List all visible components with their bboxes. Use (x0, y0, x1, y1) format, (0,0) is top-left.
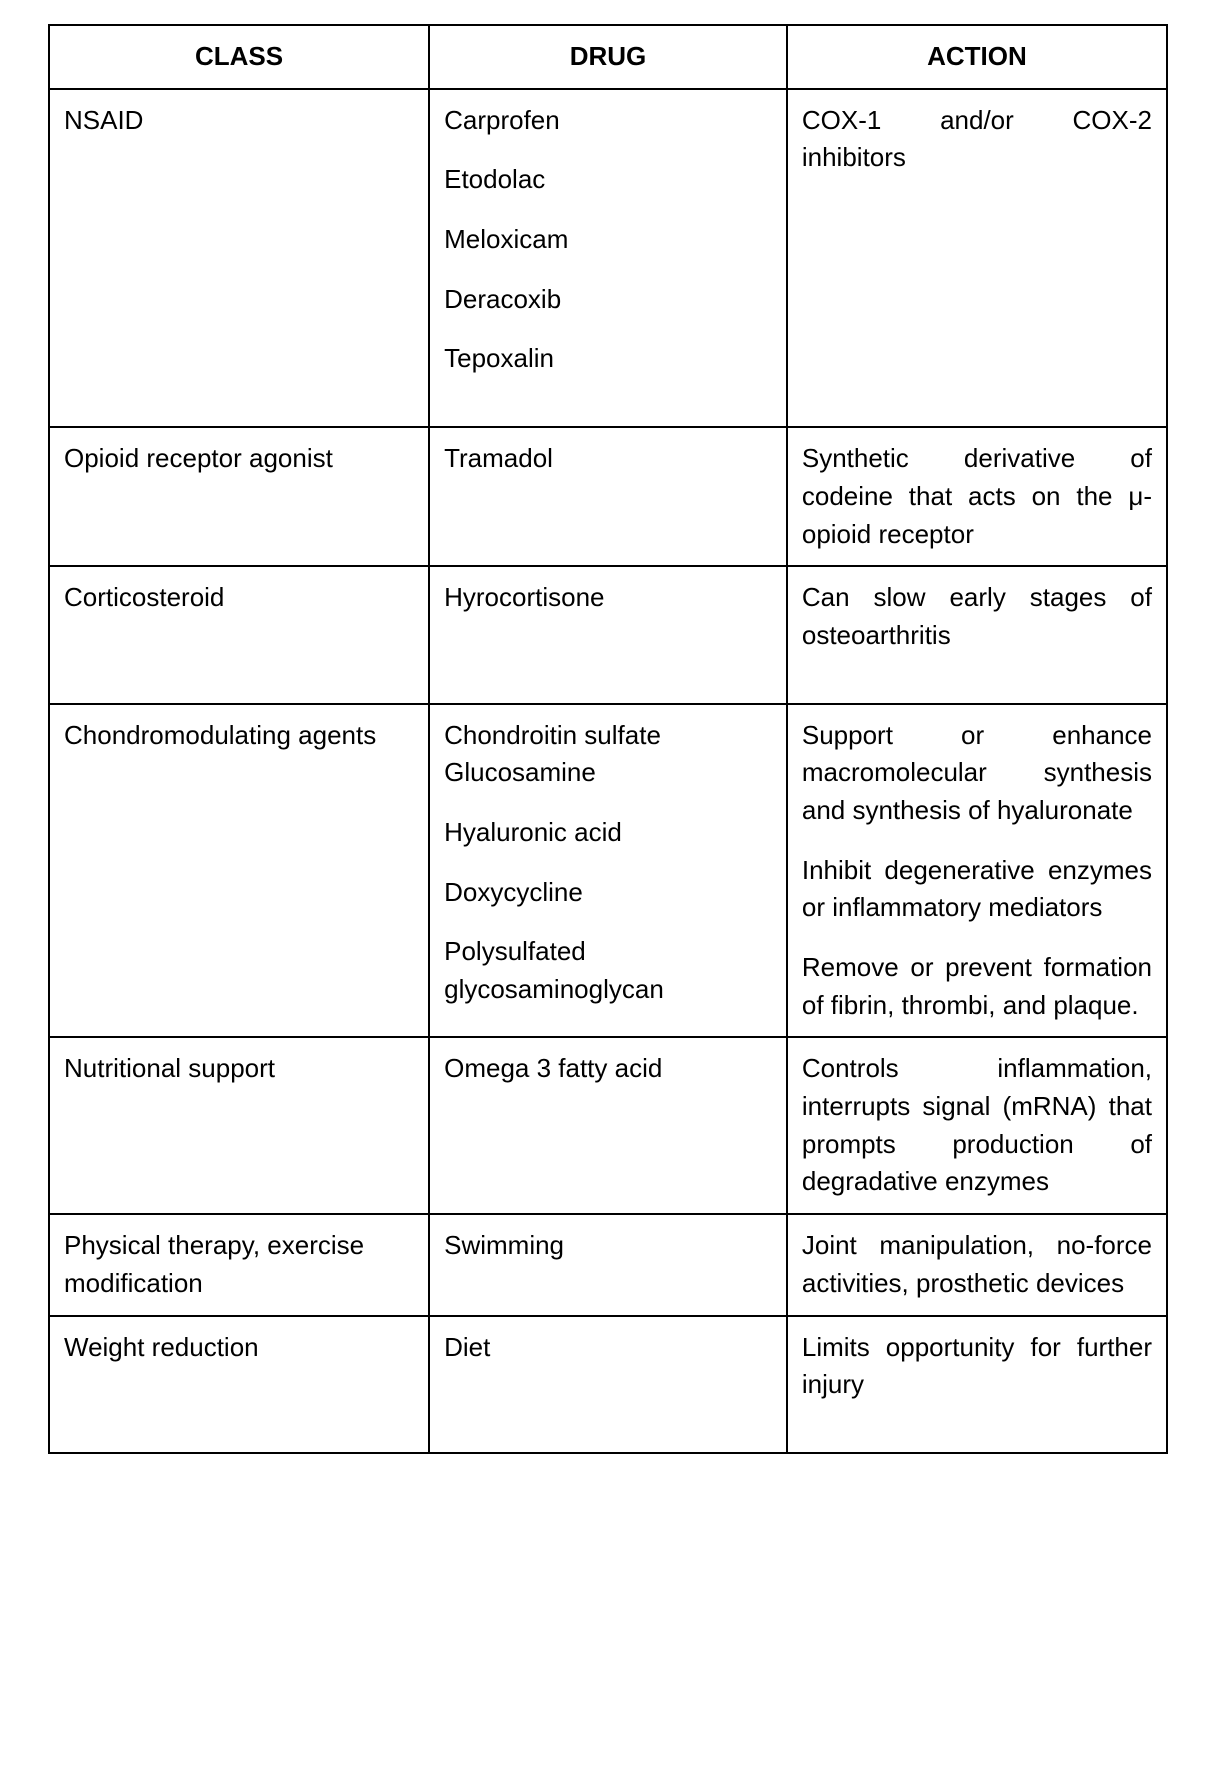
table-row: NSAIDCarprofen Etodolac Meloxicam Deraco… (49, 89, 1167, 427)
action-paragraph: Controls inflammation, interrupts signal… (802, 1050, 1152, 1201)
drug-line: Tramadol (444, 440, 772, 478)
drug-line: Omega 3 fatty acid (444, 1050, 772, 1088)
drug-line: Deracoxib (444, 281, 772, 319)
action-paragraph: Support or enhance macromolecular synthe… (802, 717, 1152, 830)
action-paragraph: Joint manipulation, no-force activities,… (802, 1227, 1152, 1302)
cell-class: Nutritional support (49, 1037, 429, 1214)
drug-line: Doxycycline (444, 874, 772, 912)
cell-class: Chondromodulating agents (49, 704, 429, 1038)
cell-action: Joint manipulation, no-force activities,… (787, 1214, 1167, 1315)
drug-line: Etodolac (444, 161, 772, 199)
cell-action: Limits opportunity for further injury (787, 1316, 1167, 1453)
col-header-class: CLASS (49, 25, 429, 89)
cell-drug: Carprofen Etodolac Meloxicam Deracoxib Te… (429, 89, 787, 427)
cell-drug: Chondroitin sulfate Glucosamine Hyaluron… (429, 704, 787, 1038)
action-paragraph: Limits opportunity for further injury (802, 1329, 1152, 1404)
action-paragraph: COX-1 and/or COX-2 inhibitors (802, 102, 1152, 177)
cell-drug: Diet (429, 1316, 787, 1453)
table-row: Opioid receptor agonist Tramadol Synthetic… (49, 427, 1167, 566)
cell-action: Support or enhance macromolecular synthe… (787, 704, 1167, 1038)
cell-class: Opioid receptor agonist (49, 427, 429, 566)
table-row: Corticosteroid Hyrocortisone Can slow earl… (49, 566, 1167, 703)
cell-class: NSAID (49, 89, 429, 427)
table-row: Chondromodulating agentsChondroitin sulf… (49, 704, 1167, 1038)
drug-line: Polysulfated glycosaminoglycan (444, 933, 772, 1008)
action-paragraph: Synthetic derivative of codeine that act… (802, 440, 1152, 553)
drug-line: Tepoxalin (444, 340, 772, 378)
cell-action: COX-1 and/or COX-2 inhibitors (787, 89, 1167, 427)
cell-action: Can slow early stages of osteoarthritis (787, 566, 1167, 703)
drug-line: Carprofen (444, 102, 772, 140)
table-header-row: CLASS DRUG ACTION (49, 25, 1167, 89)
cell-drug: Hyrocortisone (429, 566, 787, 703)
cell-drug: Swimming (429, 1214, 787, 1315)
cell-drug: Omega 3 fatty acid (429, 1037, 787, 1214)
cell-action: Synthetic derivative of codeine that act… (787, 427, 1167, 566)
table-row: Weight reduction Diet Limits opportunity f… (49, 1316, 1167, 1453)
action-paragraph: Can slow early stages of osteoarthritis (802, 579, 1152, 654)
cell-action: Controls inflammation, interrupts signal… (787, 1037, 1167, 1214)
drug-line: Chondroitin sulfate Glucosamine (444, 717, 772, 792)
table-row: Physical therapy, exercise modification S… (49, 1214, 1167, 1315)
table-row: Nutritional support Omega 3 fatty acid Con… (49, 1037, 1167, 1214)
drug-line: Meloxicam (444, 221, 772, 259)
cell-class: Corticosteroid (49, 566, 429, 703)
cell-class: Weight reduction (49, 1316, 429, 1453)
drug-line: Hyrocortisone (444, 579, 772, 617)
cell-drug: Tramadol (429, 427, 787, 566)
drug-line: Swimming (444, 1227, 772, 1265)
action-paragraph: Remove or prevent formation of fibrin, t… (802, 949, 1152, 1024)
table-body: NSAIDCarprofen Etodolac Meloxicam Deraco… (49, 89, 1167, 1453)
drug-line: Hyaluronic acid (444, 814, 772, 852)
page: CLASS DRUG ACTION NSAIDCarprofen Etodola… (0, 0, 1216, 1514)
cell-class: Physical therapy, exercise modification (49, 1214, 429, 1315)
drug-line: Diet (444, 1329, 772, 1367)
drug-table: CLASS DRUG ACTION NSAIDCarprofen Etodola… (48, 24, 1168, 1454)
col-header-action: ACTION (787, 25, 1167, 89)
action-paragraph: Inhibit degenerative enzymes or inflamma… (802, 852, 1152, 927)
col-header-drug: DRUG (429, 25, 787, 89)
